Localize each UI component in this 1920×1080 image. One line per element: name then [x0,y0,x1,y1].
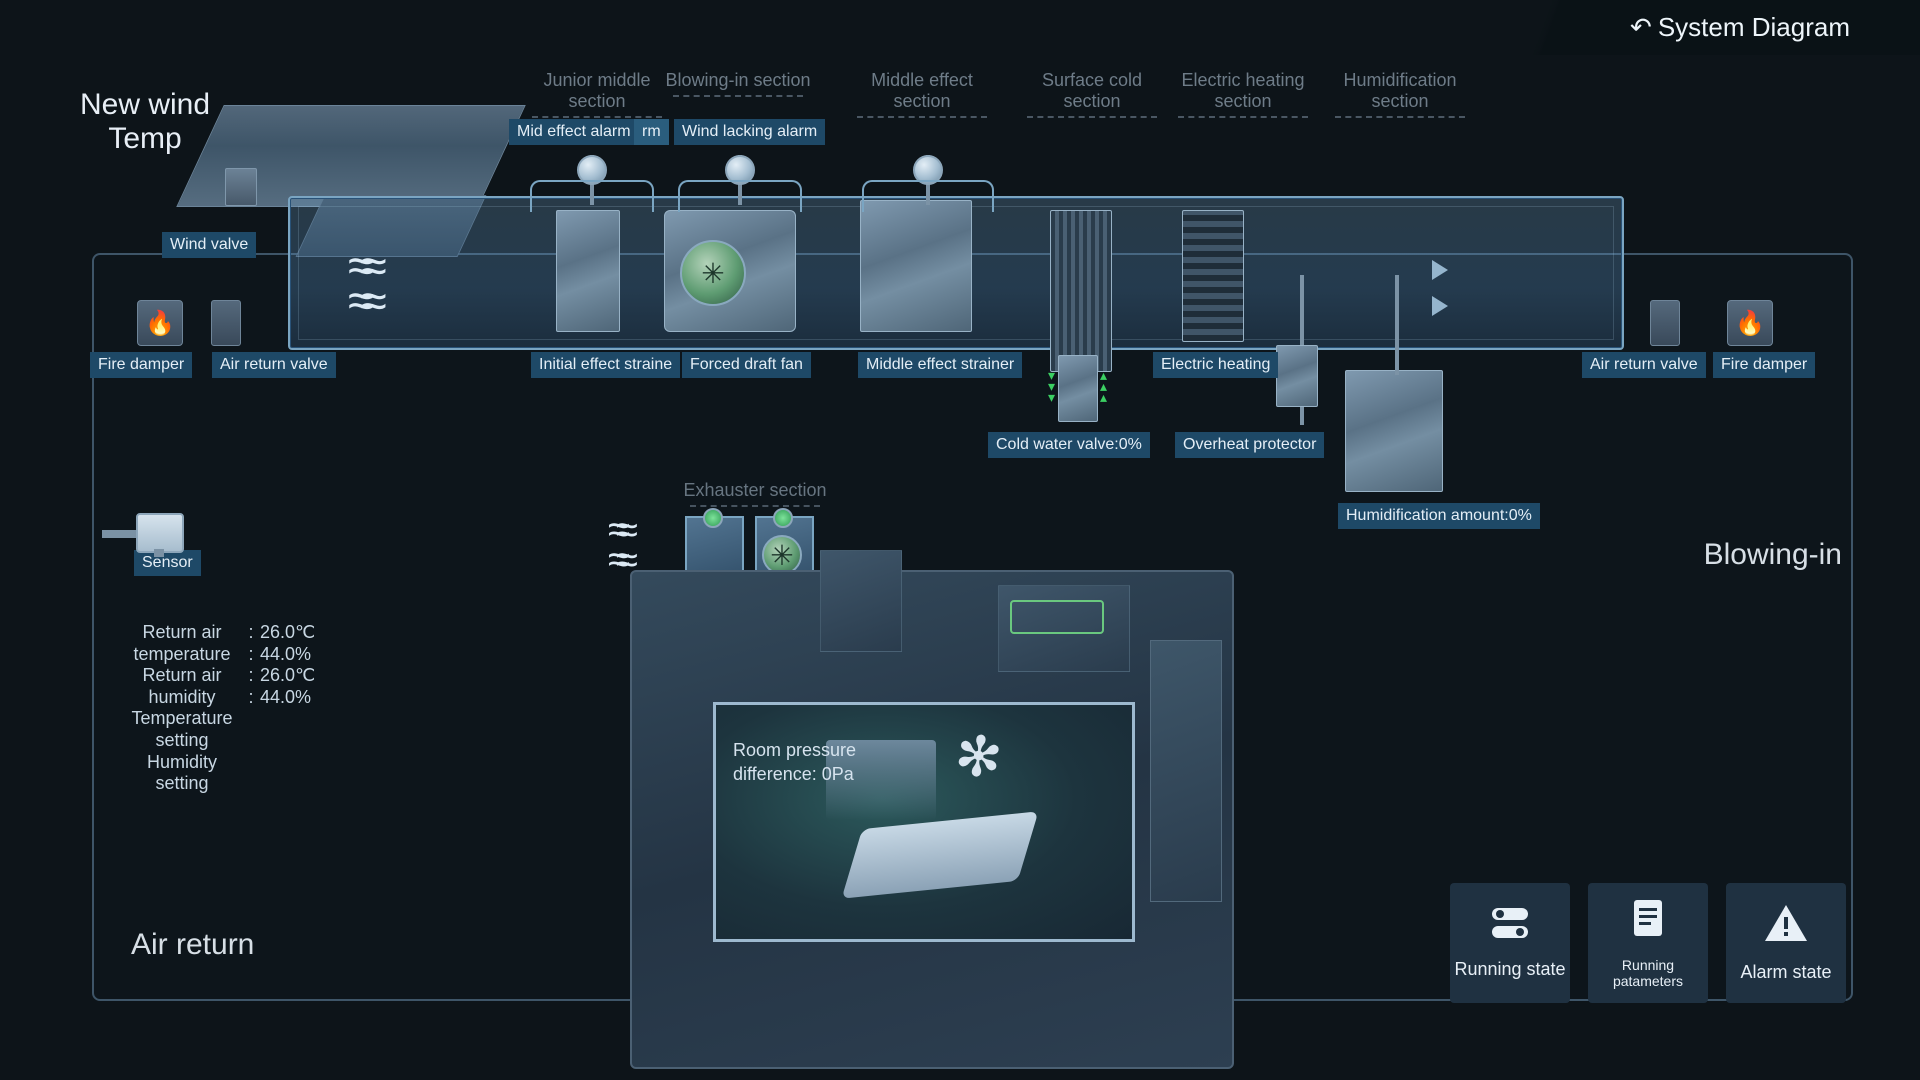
tag-sensor: Sensor [134,550,201,576]
section-junior-middle: Junior middle section [517,70,677,118]
exhaust-led-2 [773,508,793,528]
overheat-box [1276,345,1318,407]
exhaust-fan-icon [762,535,802,575]
wind-valve-box [225,168,257,206]
tag-air-return-r: Air return valve [1582,352,1706,378]
sensor-readings: Return air:26.0℃ temperature:44.0% Retur… [122,622,340,795]
tag-alarm-rm: rm [634,119,669,145]
running-params-button[interactable]: Running patameters [1588,883,1708,1003]
tag-air-return-l: Air return valve [212,352,336,378]
alarm-state-button[interactable]: Alarm state [1726,883,1846,1003]
green-arrows-down: ▾▾▾ [1048,370,1055,404]
sensor-monitor-icon [136,513,184,553]
tag-cold-water: Cold water valve:0% [988,432,1150,458]
cooling-coil [1050,210,1112,372]
middle-strainer-box [860,200,972,332]
tag-electric-heating: Electric heating [1153,352,1278,378]
room-pressure-text: Room pressure difference: 0Pa [733,738,856,787]
running-state-button[interactable]: Running state [1450,883,1570,1003]
initial-strainer-box [556,210,620,332]
section-electric-heating: Electric heating section [1163,70,1323,118]
air-return-valve-left-icon [211,300,241,346]
tag-wind-valve: Wind valve [162,232,256,258]
section-surface-cold: Surface cold section [1012,70,1172,118]
air-return-valve-right-icon [1650,300,1680,346]
roof-unit-right-panel [1010,600,1104,634]
toggle-icon [1490,906,1530,949]
humidifier-box [1345,370,1443,492]
green-arrows-up: ▴▴▴ [1100,370,1107,404]
heater-box [1182,210,1244,342]
flow-arrow-r2 [1432,296,1448,316]
warning-icon [1763,903,1809,952]
cold-valve-actuator [1058,355,1098,422]
back-icon[interactable]: ↶ [1630,12,1652,43]
tag-fire-damper-l: Fire damper [90,352,192,378]
tag-humid-amount: Humidification amount:0% [1338,503,1540,529]
sensor-stand [154,549,164,557]
section-blowing-in: Blowing-in section [658,70,818,97]
button-panel: Running state Running patameters Alarm s… [1450,883,1846,1003]
tag-fire-damper-r: Fire damper [1713,352,1815,378]
roof-unit-left [820,550,902,652]
tag-mid-strainer: Middle effect strainer [858,352,1022,378]
label-new-wind: New wind Temp [80,88,210,156]
tag-overheat: Overheat protector [1175,432,1324,458]
header-title: System Diagram [1658,12,1850,43]
tag-forced-fan: Forced draft fan [682,352,811,378]
fan-icon [680,240,746,306]
sensor-arc-1 [530,180,654,212]
exhaust-flow-2: ≈≈ [608,550,624,570]
tag-initial-strainer: Initial effect straine [531,352,680,378]
exhaust-led-1 [703,508,723,528]
document-icon [1628,898,1668,947]
section-middle-effect: Middle effect section [842,70,1002,118]
fire-damper-left-icon: 🔥 [137,300,183,346]
fire-damper-right-icon: 🔥 [1727,300,1773,346]
sensor-arc-3 [862,180,994,212]
tag-mid-effect-alarm: Mid effect alarm [509,119,639,145]
tag-wind-lacking: Wind lacking alarm [674,119,825,145]
ceiling-light-icon: ✻ [951,721,1007,793]
exhaust-flow-1: ≈≈ [608,520,624,540]
flow-arrows-in-2: ≈≈ [348,290,373,314]
flow-arrow-r1 [1432,260,1448,280]
sensor-arc-2 [678,180,802,212]
room-right-duct [1150,640,1222,902]
section-humidification: Humidification section [1320,70,1480,118]
humidifier-pipe-2 [1395,275,1399,375]
header-bar: ↶ System Diagram [1520,0,1920,55]
